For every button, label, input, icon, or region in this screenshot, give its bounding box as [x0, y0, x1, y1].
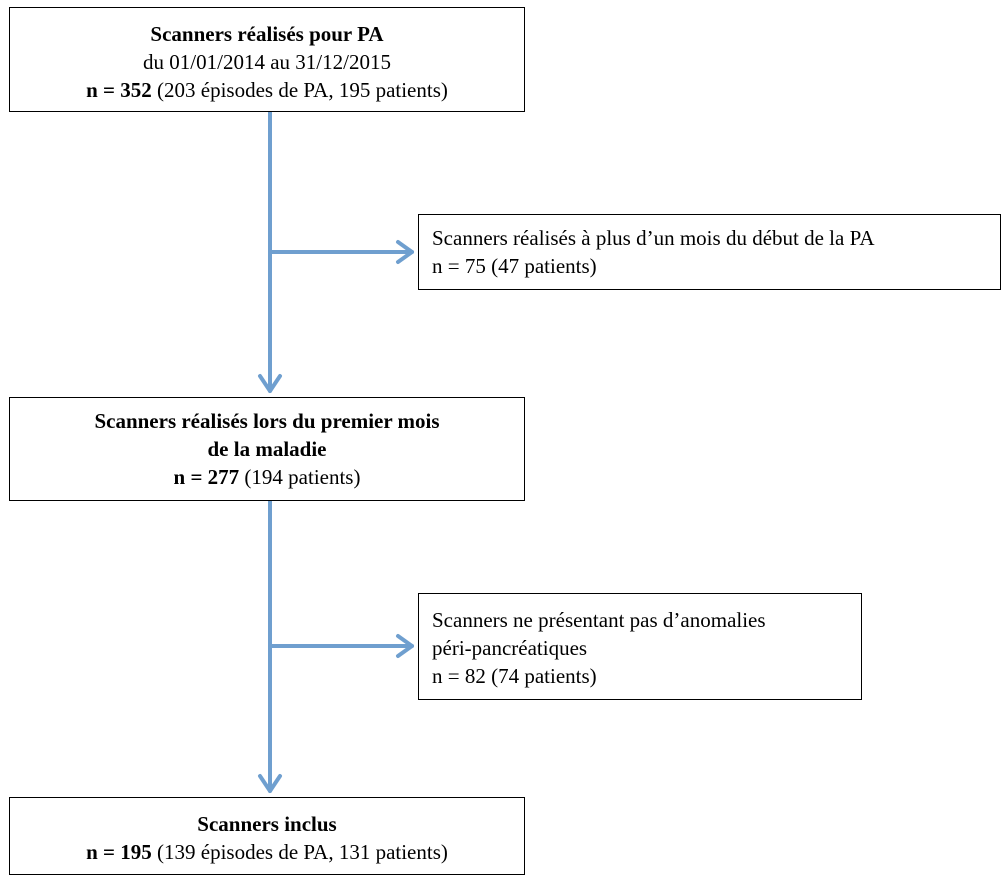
arrowhead-first-month: [258, 374, 282, 393]
initial-period: du 01/01/2014 au 31/12/2015: [143, 50, 391, 74]
first-month-title-line2: de la maladie: [207, 437, 327, 461]
arrowhead-excluded-late: [396, 240, 414, 264]
excluded-late-text: Scanners réalisés à plus d’un mois du dé…: [432, 226, 875, 250]
arrowhead-included: [258, 774, 282, 793]
first-month-count: n = 277 (194 patients): [173, 465, 361, 489]
initial-scans-box: Scanners réalisés pour PA du 01/01/2014 …: [9, 7, 525, 112]
initial-title: Scanners réalisés pour PA: [150, 22, 384, 46]
initial-count: n = 352 (203 épisodes de PA, 195 patient…: [86, 78, 448, 102]
first-month-title-line1: Scanners réalisés lors du premier mois: [94, 409, 440, 433]
included-scans-box: Scanners inclus n = 195 (139 épisodes de…: [9, 797, 525, 875]
excluded-no-anomaly-line2: péri-pancréatiques: [432, 636, 588, 660]
excluded-late-box: Scanners réalisés à plus d’un mois du dé…: [418, 214, 1001, 290]
excluded-no-anomaly-count: n = 82 (74 patients): [432, 664, 597, 688]
excluded-no-anomaly-line1: Scanners ne présentant pas d’anomalies: [432, 608, 766, 632]
first-month-scans-box: Scanners réalisés lors du premier mois d…: [9, 397, 525, 501]
excluded-late-count: n = 75 (47 patients): [432, 254, 597, 278]
excluded-no-anomaly-box: Scanners ne présentant pas d’anomalies p…: [418, 593, 862, 700]
included-count: n = 195 (139 épisodes de PA, 131 patient…: [86, 840, 448, 864]
arrowhead-excluded-no-anomaly: [396, 634, 414, 658]
included-title: Scanners inclus: [197, 812, 337, 836]
